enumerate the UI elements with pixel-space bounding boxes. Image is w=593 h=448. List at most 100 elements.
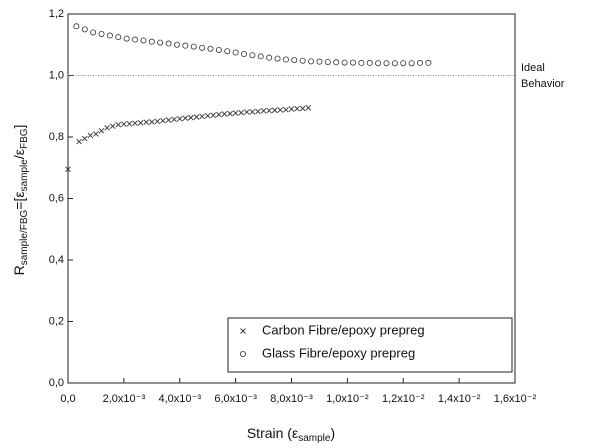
y-tick-label: 1,0 (49, 69, 64, 81)
marker-o (215, 46, 222, 53)
marker-x (283, 106, 289, 113)
marker-o (90, 29, 97, 36)
y-label-part: R (11, 265, 27, 275)
marker-x (143, 119, 150, 126)
y-tick-label: 0,4 (49, 254, 64, 266)
marker-x (266, 107, 272, 114)
marker-o (190, 43, 197, 50)
marker-o (165, 40, 172, 47)
marker-o (333, 59, 340, 66)
marker-x (240, 328, 246, 334)
marker-x (243, 109, 250, 115)
marker-x (210, 112, 217, 118)
marker-o (257, 53, 264, 60)
marker-o (408, 60, 415, 67)
marker-x (171, 116, 177, 123)
marker-x (132, 120, 138, 126)
annotation: Behavior (521, 78, 565, 90)
marker-x (216, 111, 222, 118)
marker-o (308, 58, 315, 65)
marker-o (148, 38, 155, 45)
marker-x (305, 104, 312, 111)
x-label-part: ) (330, 425, 335, 441)
y-label-sub: FBG (19, 128, 30, 149)
marker-x (255, 108, 261, 115)
marker-o (324, 58, 331, 65)
marker-x (165, 117, 172, 123)
marker-x (232, 110, 239, 116)
x-tick-label: 2,0x10⁻³ (103, 393, 146, 405)
marker-x (154, 118, 161, 125)
y-tick-label: 0,6 (49, 192, 64, 204)
y-tick-label: 1,2 (49, 8, 64, 20)
marker-x (93, 131, 99, 137)
marker-o (207, 45, 214, 52)
marker-o (123, 35, 130, 42)
marker-o (391, 60, 398, 67)
marker-o (383, 60, 390, 67)
marker-o (282, 56, 289, 63)
marker-x (115, 121, 122, 128)
marker-x (109, 123, 116, 130)
x-axis-label: Strain (εsample) (247, 425, 335, 444)
marker-x (160, 117, 166, 124)
y-tick-label: 0,0 (49, 377, 64, 389)
marker-x (188, 114, 194, 121)
marker-o (81, 26, 88, 33)
legend-label: Glass Fibre/epoxy prepreg (262, 345, 415, 360)
legend-box (227, 317, 513, 373)
marker-x (260, 108, 267, 114)
y-label-part: /ε (11, 149, 27, 159)
marker-o (132, 36, 139, 43)
marker-o (140, 37, 147, 44)
x-tick-label: 0,0 (60, 393, 75, 405)
y-tick-label: 0,2 (49, 315, 64, 327)
marker-o (375, 60, 382, 67)
marker-o (115, 34, 122, 41)
marker-x (204, 112, 211, 119)
marker-x (227, 110, 233, 117)
marker-o (173, 41, 180, 48)
y-tick-label: 0,8 (49, 131, 64, 143)
marker-o (199, 44, 206, 51)
marker-o (291, 57, 298, 64)
x-tick-label: 4,0x10⁻³ (159, 393, 202, 405)
marker-o (349, 59, 356, 66)
marker-o (316, 58, 323, 65)
marker-x (98, 128, 105, 134)
marker-o (182, 42, 189, 49)
marker-x (65, 166, 71, 173)
marker-o (366, 59, 373, 66)
marker-o (266, 54, 273, 61)
x-tick-label: 8,0x10⁻³ (270, 393, 313, 405)
y-label-part: ] (11, 125, 27, 129)
marker-x (193, 114, 200, 120)
marker-x (277, 107, 284, 113)
y-label-sub: sample (19, 159, 30, 192)
marker-o (400, 60, 407, 67)
marker-o (299, 57, 306, 64)
y-axis-label: Rsample/FBG=[εsample/εFBG] (11, 125, 30, 276)
marker-o (98, 30, 105, 37)
legend-label: Carbon Fibre/epoxy prepreg (262, 322, 425, 337)
x-tick-label: 1,0x10⁻² (326, 393, 369, 405)
marker-o (239, 350, 246, 357)
x-label-part: Strain (ε (247, 425, 298, 441)
marker-x (137, 120, 144, 126)
marker-x (238, 109, 245, 116)
marker-x (121, 121, 127, 127)
marker-x (199, 113, 205, 120)
marker-o (417, 59, 424, 66)
marker-x (294, 105, 300, 112)
marker-o (425, 59, 432, 66)
x-tick-label: 6,0x10⁻³ (214, 393, 257, 405)
marker-o (232, 49, 239, 56)
marker-o (241, 50, 248, 57)
marker-x (249, 108, 256, 115)
marker-o (73, 23, 80, 30)
marker-o (157, 39, 164, 46)
marker-x (176, 116, 183, 122)
y-label-part: =[ε (11, 191, 27, 209)
marker-x (148, 119, 155, 125)
